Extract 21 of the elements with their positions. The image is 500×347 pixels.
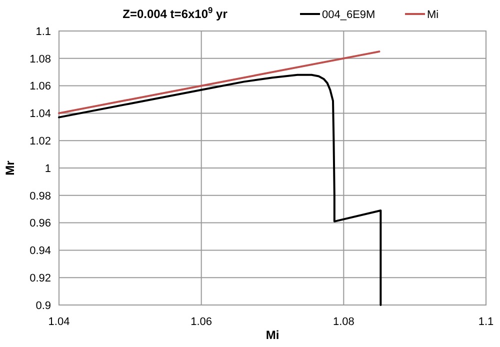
x-tick-label: 1.1 [478,316,494,328]
y-tick-label: 1.06 [30,80,51,93]
y-tick-label: 1.08 [30,53,51,66]
x-tick-label: 1.08 [332,316,354,328]
line-series [58,74,382,306]
x-axis-title: Mi [266,328,280,342]
y-tick-label: 0.94 [30,245,51,258]
y-tick-label: 1.02 [30,135,51,148]
y-tick-label: 1 [44,162,51,175]
x-tick-label: 1.04 [48,316,70,328]
legend-label: Mi [427,8,439,21]
y-tick-label: 0.9 [36,300,51,312]
y-tick-label: 0.92 [30,272,51,284]
y-tick-label: 1.04 [30,108,51,120]
y-tick-label: 1.1 [36,26,51,38]
legend-label: 004_6E9M [322,8,376,21]
y-tick-label: 0.96 [30,218,51,230]
y-axis-title: Mr [3,160,17,176]
y-tick-label: 0.98 [30,190,51,202]
chart-title: Z=0.004 t=6x10$^{9}$ yr [122,5,228,21]
x-tick-label: 1.06 [190,316,212,328]
